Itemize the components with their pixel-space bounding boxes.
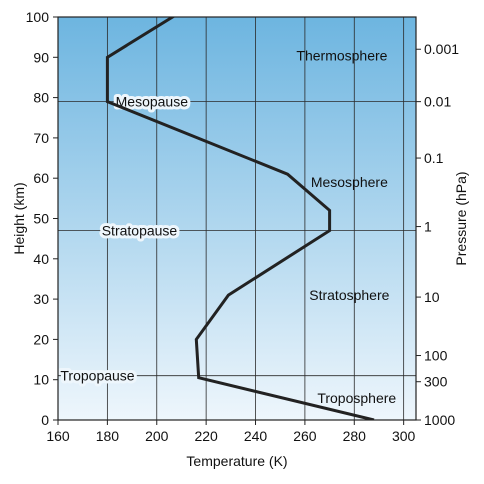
- pressure-tick-label: 100: [424, 348, 448, 364]
- pause-lines: Mesopause Stratopause Tropopause: [57, 91, 416, 387]
- y-tick-label: 80: [33, 90, 49, 106]
- region-label: Thermosphere: [296, 47, 387, 63]
- region-label: Troposphere: [317, 390, 396, 406]
- pressure-tick-label: 1000: [424, 412, 455, 428]
- pressure-tick-label: 1: [424, 219, 432, 235]
- region-labels: Thermosphere Mesosphere Stratosphere Tropos…: [296, 47, 396, 406]
- pause-label: Mesopause: [116, 94, 189, 110]
- y-tick-label: 20: [33, 331, 49, 347]
- pause-label: Stratopause: [102, 223, 178, 239]
- pressure-axis-ticks: 0.001 0.01 0.1 1 10 100 300 1000: [416, 41, 459, 428]
- x-axis-ticks: 160 180 200 220 240 260 280 300: [46, 420, 416, 444]
- x-tick-label: 180: [96, 428, 120, 444]
- x-tick-label: 200: [145, 428, 169, 444]
- x-tick-label: 240: [244, 428, 268, 444]
- grid-lines: [106, 17, 405, 420]
- x-tick-label: 300: [392, 428, 416, 444]
- y-tick-label: 10: [33, 372, 49, 388]
- pressure-tick-label: 0.001: [424, 41, 459, 57]
- pressure-axis-title: Pressure (hPa): [453, 171, 469, 265]
- y-tick-label: 70: [33, 130, 49, 146]
- x-tick-label: 260: [293, 428, 317, 444]
- y-tick-label: 30: [33, 291, 49, 307]
- x-tick-label: 280: [343, 428, 367, 444]
- pressure-tick-label: 300: [424, 374, 448, 390]
- y-tick-label: 90: [33, 49, 49, 65]
- pressure-tick-label: 0.1: [424, 150, 444, 166]
- y-tick-label: 100: [26, 9, 50, 25]
- region-label: Stratosphere: [309, 287, 389, 303]
- x-axis-title: Temperature (K): [186, 453, 287, 469]
- x-tick-label: 220: [194, 428, 218, 444]
- pressure-tick-label: 0.01: [424, 94, 451, 110]
- y-tick-label: 40: [33, 251, 49, 267]
- region-label: Mesosphere: [311, 174, 388, 190]
- y-axis-ticks: 0 10 20 30 40 50 60 70 80 90 100: [26, 9, 58, 428]
- y-tick-label: 50: [33, 211, 49, 227]
- x-tick-label: 160: [46, 428, 70, 444]
- y-tick-label: 60: [33, 170, 49, 186]
- temperature-profile-line: [105, 17, 375, 420]
- pressure-tick-label: 10: [424, 289, 440, 305]
- plot-background: [58, 17, 416, 420]
- pause-label: Tropopause: [60, 368, 134, 384]
- y-tick-label: 0: [41, 412, 49, 428]
- y-axis-title: Height (km): [11, 182, 27, 254]
